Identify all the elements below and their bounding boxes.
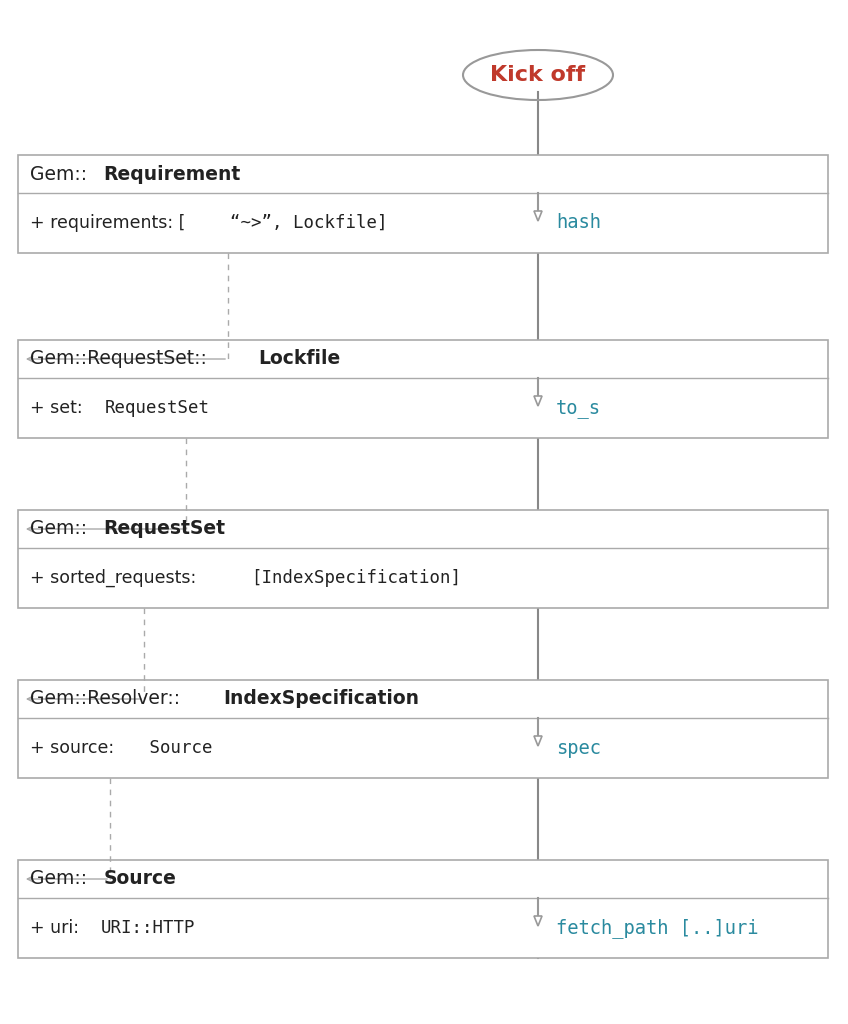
Bar (18, 860, 828, 958)
Text: hash: hash (556, 213, 601, 232)
Text: Kick off: Kick off (490, 65, 586, 85)
Text: Source: Source (138, 739, 212, 757)
Text: Gem::Resolver::: Gem::Resolver:: (30, 689, 180, 709)
Polygon shape (534, 916, 542, 926)
Text: + sorted_requests:: + sorted_requests: (30, 569, 202, 587)
Polygon shape (534, 211, 542, 221)
Text: Source: Source (103, 869, 176, 889)
Text: fetch_path [..]uri: fetch_path [..]uri (556, 919, 758, 938)
Text: Gem::: Gem:: (30, 519, 87, 539)
Text: spec: spec (556, 738, 601, 758)
Text: “~>”, Lockfile]: “~>”, Lockfile] (231, 214, 388, 232)
Text: + source:: + source: (30, 739, 114, 757)
Text: Requirement: Requirement (103, 165, 241, 183)
Text: + requirements: [: + requirements: [ (30, 214, 186, 232)
Text: to_s: to_s (556, 398, 601, 418)
Text: RequestSet: RequestSet (103, 519, 226, 539)
Bar (18, 155, 828, 253)
Text: + uri:: + uri: (30, 919, 85, 937)
Text: Gem::RequestSet::: Gem::RequestSet:: (30, 349, 207, 369)
Bar (18, 340, 828, 438)
Polygon shape (534, 396, 542, 406)
Text: Gem::: Gem:: (30, 869, 87, 889)
Text: Lockfile: Lockfile (259, 349, 341, 369)
Bar (18, 680, 828, 778)
Text: RequestSet: RequestSet (105, 399, 210, 417)
Text: [IndexSpecification]: [IndexSpecification] (252, 569, 461, 587)
Bar (18, 510, 828, 608)
Polygon shape (534, 736, 542, 746)
Text: URI::HTTP: URI::HTTP (100, 919, 195, 937)
Text: + set:: + set: (30, 399, 88, 417)
Text: IndexSpecification: IndexSpecification (224, 689, 420, 709)
Text: Gem::: Gem:: (30, 165, 87, 183)
